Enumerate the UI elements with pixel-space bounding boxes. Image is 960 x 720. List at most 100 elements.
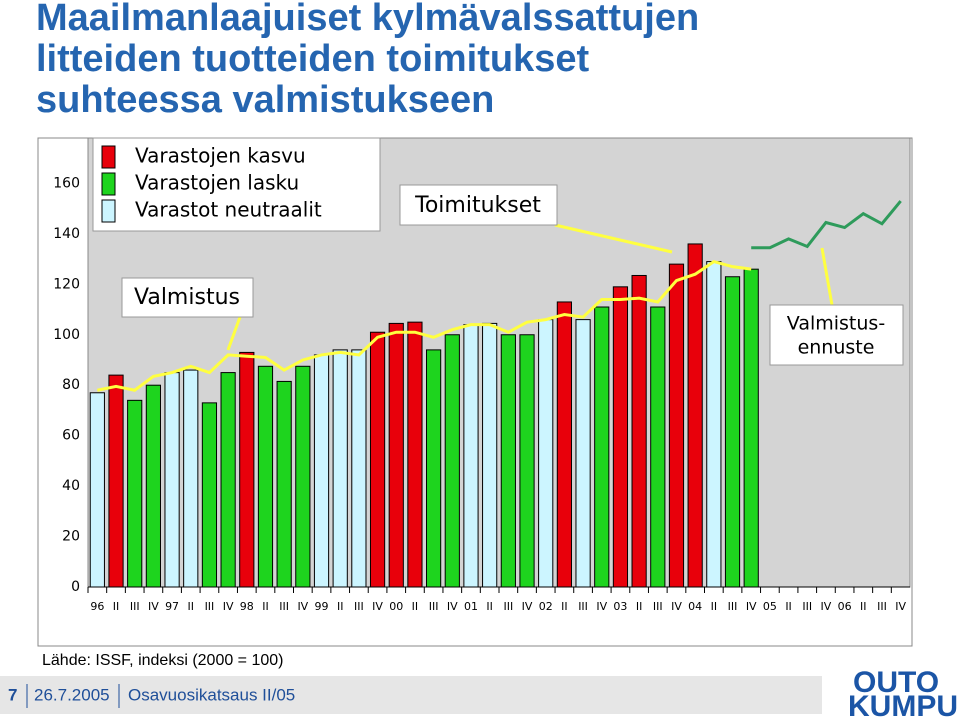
bar: [257, 365, 274, 588]
bar: [351, 349, 367, 588]
line-series: [97, 259, 752, 392]
callout-text: Valmistus-: [787, 313, 885, 335]
page-number: 7: [8, 685, 17, 704]
bar: [369, 331, 386, 588]
y-tick-label: 100: [53, 327, 80, 343]
bar: [594, 306, 610, 588]
bar: [295, 365, 311, 588]
x-tick-label: IV: [821, 600, 832, 613]
bar: [145, 384, 161, 588]
bar: [407, 321, 423, 588]
legend-box: [92, 137, 381, 232]
callout-box: [399, 184, 558, 226]
bar: [650, 306, 666, 588]
x-tick-label: 01: [464, 600, 478, 613]
bar: [201, 402, 218, 588]
bar: [743, 268, 759, 588]
bar: [108, 374, 124, 588]
bar: [89, 392, 105, 588]
x-tick-label: 04: [688, 600, 702, 613]
title-line: Maailmanlaajuiset kylmävalssattujen: [36, 0, 699, 39]
y-tick-label: 60: [62, 428, 80, 444]
x-tick-label: II: [486, 600, 493, 613]
x-tick-label: III: [279, 600, 289, 613]
bar: [127, 399, 143, 588]
logo-line: OUTO: [853, 666, 939, 699]
bar: [220, 372, 236, 588]
x-tick-label: II: [337, 600, 344, 613]
logo-line: KUMPU: [848, 690, 958, 720]
x-tick-label: IV: [372, 600, 383, 613]
y-tick-label: 40: [62, 478, 80, 494]
callout-box: [121, 277, 254, 318]
x-tick-label: II: [860, 600, 867, 613]
y-tick-label: 160: [53, 175, 80, 191]
footer-title: Osavuosikatsaus II/05: [128, 685, 295, 704]
x-tick-label: 97: [165, 600, 179, 613]
x-tick-label: III: [578, 600, 588, 613]
x-tick-label: III: [802, 600, 812, 613]
bar: [538, 319, 554, 588]
x-tick-label: III: [503, 600, 513, 613]
callout-text: ennuste: [798, 337, 875, 359]
legend-label: Varastojen kasvu: [135, 144, 306, 168]
y-tick-label: 80: [62, 377, 80, 393]
arrow: [226, 316, 242, 351]
line-series: [751, 200, 902, 250]
x-tick-label: III: [429, 600, 439, 613]
x-tick-label: 03: [613, 600, 627, 613]
arrow: [554, 223, 673, 254]
bar: [556, 301, 572, 588]
footer-date: 26.7.2005: [34, 685, 110, 704]
title: Maailmanlaajuiset kylmävalssattujen litt…: [36, 0, 699, 121]
legend-label: Varastojen lasku: [135, 171, 299, 195]
x-tick-label: IV: [297, 600, 308, 613]
source: Lähde: ISSF, indeksi (2000 = 100): [42, 652, 284, 669]
x-tick-label: II: [412, 600, 419, 613]
bar: [388, 322, 404, 588]
callout-text: Valmistus: [134, 285, 240, 310]
x-tick-label: IV: [671, 600, 682, 613]
legend-swatch: [101, 199, 116, 223]
y-tick-label: 120: [53, 276, 80, 292]
x-tick-label: IV: [522, 600, 533, 613]
bar: [724, 276, 741, 588]
bar: [463, 324, 479, 588]
callout-box: [769, 304, 904, 366]
x-tick-label: III: [205, 600, 215, 613]
x-tick-label: II: [262, 600, 269, 613]
bar: [426, 349, 442, 588]
x-tick-label: II: [785, 600, 792, 613]
callout-text: Toimitukset: [414, 193, 541, 218]
x-tick-label: II: [561, 600, 568, 613]
bar: [575, 319, 591, 588]
title-line: suhteessa valmistukseen: [36, 79, 494, 121]
bar: [519, 334, 535, 588]
x-tick-label: 96: [90, 600, 104, 613]
bar: [687, 243, 703, 588]
x-tick-label: IV: [223, 600, 234, 613]
x-tick-label: III: [130, 600, 140, 613]
bar: [500, 334, 516, 588]
x-tick-label: 99: [315, 600, 329, 613]
bar: [313, 354, 330, 588]
bar: [183, 369, 199, 588]
bar: [332, 349, 348, 588]
x-tick-label: 05: [763, 600, 777, 613]
logo: OUTO KUMPU: [848, 666, 958, 720]
x-tick-label: 00: [389, 600, 403, 613]
footer-bar: [0, 676, 822, 714]
bar: [164, 372, 180, 588]
x-tick-label: III: [728, 600, 738, 613]
bar: [668, 263, 685, 588]
x-tick-label: II: [711, 600, 718, 613]
x-tick-label: IV: [895, 600, 906, 613]
x-tick-label: II: [636, 600, 643, 613]
x-tick-label: IV: [596, 600, 607, 613]
y-tick-label: 140: [53, 226, 80, 242]
arrow: [820, 247, 834, 306]
title-line: litteiden tuotteiden toimitukset: [36, 38, 589, 80]
bar: [444, 334, 460, 588]
